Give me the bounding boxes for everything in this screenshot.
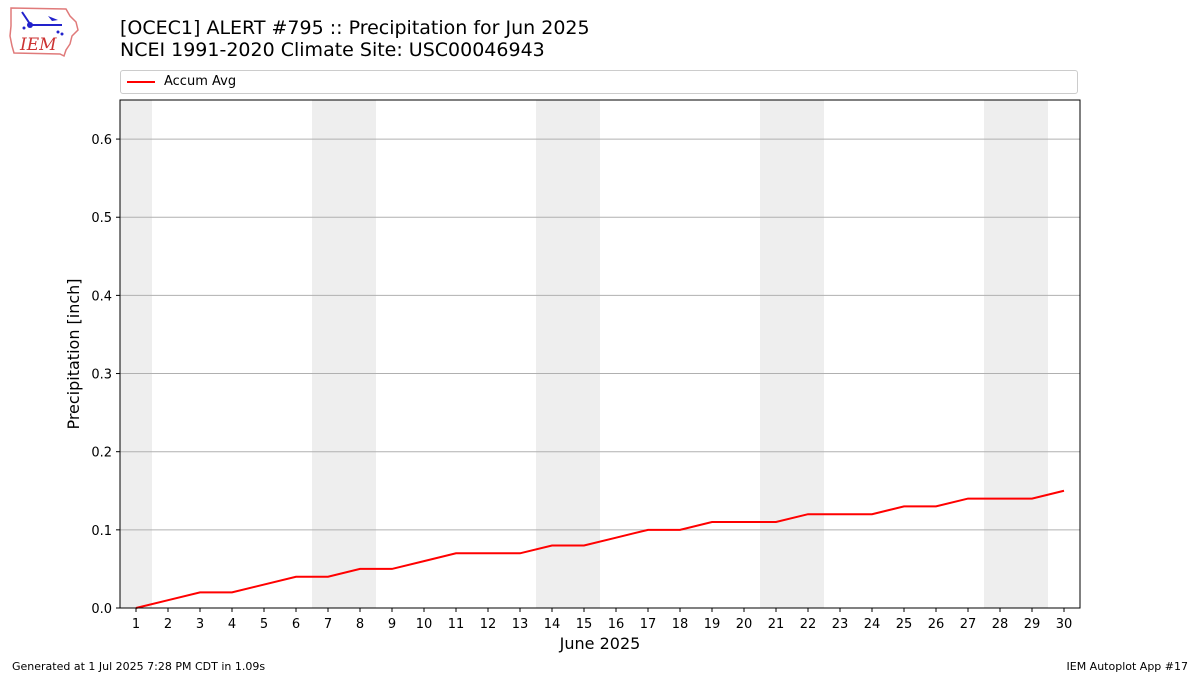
weekend-band (344, 100, 376, 608)
iem-logo: IEM (8, 6, 80, 58)
legend-swatch (127, 81, 155, 83)
weekend-band (792, 100, 824, 608)
weekend-band (760, 100, 792, 608)
x-tick-label: 2 (164, 617, 172, 632)
x-tick-label: 25 (896, 617, 913, 632)
x-tick-label: 10 (416, 617, 433, 632)
weekend-band (120, 100, 152, 608)
x-tick-label: 14 (544, 617, 561, 632)
x-tick-label: 17 (640, 617, 657, 632)
footer-generated: Generated at 1 Jul 2025 7:28 PM CDT in 1… (12, 660, 266, 673)
x-tick-label: 18 (672, 617, 689, 632)
x-tick-label: 8 (356, 617, 364, 632)
x-tick-label: 22 (800, 617, 817, 632)
y-tick-label: 0.3 (91, 368, 112, 383)
y-tick-label: 0.5 (91, 211, 112, 226)
x-tick-label: 16 (608, 617, 625, 632)
x-tick-label: 23 (832, 617, 849, 632)
x-tick-label: 30 (1056, 617, 1073, 632)
x-tick-label: 11 (448, 617, 465, 632)
y-tick-label: 0.0 (91, 602, 112, 617)
x-tick-label: 21 (768, 617, 785, 632)
chart-title: [OCEC1] ALERT #795 :: Precipitation for … (120, 17, 590, 61)
x-tick-label: 9 (388, 617, 396, 632)
series-line-accum-avg (135, 489, 1065, 609)
x-tick-label: 27 (960, 617, 977, 632)
y-tick-label: 0.4 (91, 289, 112, 304)
y-tick-label: 0.6 (91, 133, 112, 148)
logo-text: IEM (19, 35, 57, 55)
x-tick-label: 15 (576, 617, 593, 632)
x-tick-label: 26 (928, 617, 945, 632)
title-line-1: [OCEC1] ALERT #795 :: Precipitation for … (120, 17, 590, 39)
x-tick-label: 6 (292, 617, 300, 632)
x-tick-label: 20 (736, 617, 753, 632)
weekend-band (536, 100, 568, 608)
x-tick-label: 19 (704, 617, 721, 632)
x-tick-label: 3 (196, 617, 204, 632)
x-tick-label: 13 (512, 617, 529, 632)
weekend-band (568, 100, 600, 608)
x-tick-label: 12 (480, 617, 497, 632)
x-tick-label: 29 (1024, 617, 1041, 632)
legend: Accum Avg (120, 70, 1078, 94)
iem-iowa-logo-icon: IEM (9, 7, 79, 58)
x-tick-label: 1 (132, 617, 140, 632)
x-tick-label: 5 (260, 617, 268, 632)
footer-app: IEM Autoplot App #17 (1066, 660, 1189, 673)
y-tick-label: 0.1 (91, 524, 112, 539)
title-line-2: NCEI 1991-2020 Climate Site: USC00046943 (120, 39, 545, 61)
legend-label: Accum Avg (164, 74, 237, 89)
y-tick-label: 0.2 (91, 446, 112, 461)
plot-frame (119, 99, 1081, 609)
y-axis-label: Precipitation [inch] (64, 278, 83, 429)
weekend-band (984, 100, 1016, 608)
x-axis-label: June 2025 (559, 634, 641, 653)
x-tick-label: 7 (324, 617, 332, 632)
weekend-band (312, 100, 344, 608)
x-tick-label: 4 (228, 617, 236, 632)
x-tick-label: 28 (992, 617, 1009, 632)
x-tick-label: 24 (864, 617, 881, 632)
weekend-band (1016, 100, 1048, 608)
